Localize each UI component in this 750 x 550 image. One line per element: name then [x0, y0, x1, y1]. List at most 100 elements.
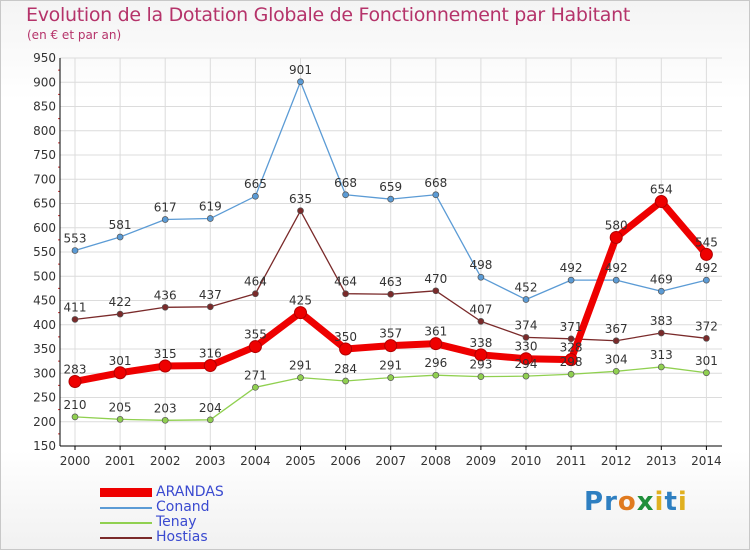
- data-label-hostias: 463: [379, 275, 402, 289]
- data-label-tenay: 210: [64, 398, 87, 412]
- y-tick-label: 600: [33, 221, 56, 235]
- logo-letter: P: [584, 487, 605, 517]
- data-point-tenay: [612, 367, 620, 375]
- data-point-tenay: [567, 370, 575, 378]
- data-point-tenay: [161, 416, 169, 424]
- data-label-hostias: 470: [424, 272, 447, 286]
- data-label-arandas: 283: [64, 362, 87, 376]
- data-point-hostias: [71, 316, 79, 323]
- data-label-hostias: 367: [605, 322, 628, 336]
- legend-swatch-arandas: [100, 488, 152, 497]
- data-label-conand: 553: [64, 232, 87, 246]
- data-point-arandas: [339, 342, 353, 356]
- logo-letter: t: [664, 487, 678, 517]
- data-point-conand: [387, 195, 395, 203]
- y-tick-label: 800: [33, 124, 56, 138]
- data-label-tenay: 296: [424, 356, 447, 370]
- legend-label: Hostias: [156, 529, 208, 545]
- data-point-tenay: [387, 374, 395, 381]
- legend-swatch-hostias: [100, 536, 152, 539]
- data-point-conand: [252, 192, 259, 200]
- data-label-hostias: 635: [289, 192, 312, 206]
- data-label-tenay: 291: [289, 359, 312, 373]
- x-tick-label: 2012: [601, 454, 632, 468]
- y-tick-label: 650: [33, 197, 56, 211]
- data-label-tenay: 298: [560, 355, 583, 369]
- legend-item-hostias: Hostias: [100, 530, 224, 545]
- data-point-tenay: [477, 373, 485, 380]
- data-point-conand: [161, 216, 169, 223]
- data-point-conand: [657, 287, 665, 295]
- data-label-tenay: 284: [334, 362, 357, 376]
- proxiti-logo: Proxiti: [584, 487, 688, 517]
- logo-letter: i: [654, 487, 665, 517]
- y-tick-label: 700: [33, 172, 56, 186]
- data-label-tenay: 304: [605, 352, 628, 366]
- data-label-hostias: 436: [154, 288, 177, 302]
- data-point-arandas: [519, 352, 533, 366]
- x-tick-label: 2000: [60, 454, 91, 468]
- x-tick-label: 2002: [150, 454, 181, 468]
- data-point-arandas: [248, 340, 262, 354]
- y-tick-label: 750: [33, 148, 56, 162]
- x-tick-label: 2013: [646, 454, 677, 468]
- data-label-hostias: 422: [109, 295, 132, 309]
- data-label-conand: 492: [605, 261, 628, 275]
- legend: ARANDAS Conand Tenay Hostias: [100, 485, 224, 545]
- data-point-hostias: [522, 334, 530, 341]
- data-point-arandas: [564, 353, 578, 367]
- x-tick-label: 2003: [195, 454, 226, 468]
- data-point-hostias: [161, 303, 169, 311]
- data-point-tenay: [657, 363, 665, 371]
- data-point-hostias: [432, 287, 440, 295]
- data-label-conand: 668: [424, 176, 447, 190]
- logo-letter: o: [617, 487, 637, 517]
- legend-item-tenay: Tenay: [100, 515, 224, 530]
- x-tick-label: 2014: [691, 454, 722, 468]
- data-point-hostias: [206, 303, 214, 311]
- data-label-conand: 619: [199, 200, 222, 214]
- data-point-tenay: [522, 372, 530, 380]
- data-point-tenay: [297, 374, 304, 381]
- data-label-arandas: 355: [244, 328, 267, 342]
- data-point-arandas: [474, 348, 488, 362]
- data-label-hostias: 374: [515, 318, 538, 332]
- data-label-tenay: 204: [199, 401, 222, 415]
- x-tick-label: 2006: [330, 454, 361, 468]
- data-point-tenay: [71, 413, 79, 421]
- data-label-conand: 498: [469, 258, 492, 272]
- data-point-tenay: [116, 415, 124, 423]
- data-point-arandas: [158, 359, 172, 373]
- y-tick-label: 950: [33, 51, 56, 65]
- data-label-arandas: 301: [109, 354, 132, 368]
- data-point-arandas: [113, 366, 127, 380]
- data-point-conand: [342, 191, 349, 199]
- data-label-arandas: 545: [695, 235, 718, 249]
- data-point-hostias: [567, 335, 575, 343]
- data-point-arandas: [429, 337, 443, 351]
- logo-letter: i: [677, 487, 688, 517]
- data-label-hostias: 437: [199, 288, 222, 302]
- legend-swatch-conand: [100, 506, 152, 509]
- y-tick-label: 550: [33, 245, 56, 259]
- data-label-hostias: 464: [334, 275, 357, 289]
- data-point-arandas: [654, 195, 668, 209]
- chart-title: Evolution de la Dotation Globale de Fonc…: [26, 4, 631, 26]
- data-point-arandas: [384, 339, 398, 353]
- chart-subtitle: (en € et par an): [27, 28, 122, 42]
- data-label-tenay: 271: [244, 368, 267, 382]
- legend-label: ARANDAS: [156, 484, 224, 500]
- data-point-conand: [206, 215, 214, 222]
- data-label-conand: 452: [515, 281, 538, 295]
- y-tick-label: 350: [33, 342, 56, 356]
- x-tick-label: 2009: [466, 454, 497, 468]
- x-tick-label: 2005: [285, 454, 316, 468]
- data-point-hostias: [297, 207, 304, 215]
- legend-label: Tenay: [156, 514, 197, 530]
- data-label-arandas: 316: [199, 346, 222, 360]
- data-point-conand: [432, 191, 440, 199]
- data-point-hostias: [612, 337, 620, 345]
- data-label-conand: 492: [560, 261, 583, 275]
- data-label-tenay: 293: [469, 358, 492, 372]
- data-label-arandas: 357: [379, 327, 402, 341]
